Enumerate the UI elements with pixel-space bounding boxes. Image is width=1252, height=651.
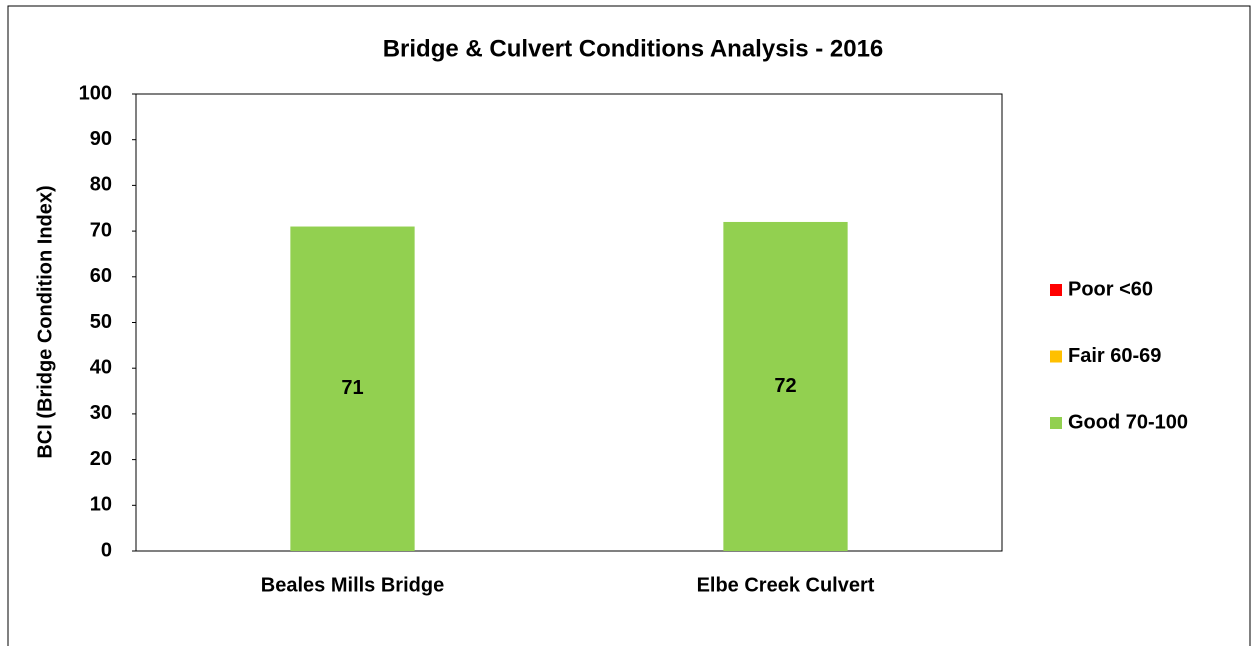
x-tick-label: Elbe Creek Culvert [697,574,875,596]
y-tick-label: 40 [90,356,112,378]
y-tick-label: 10 [90,494,112,516]
y-tick-label: 0 [101,539,112,561]
y-tick-label: 20 [90,448,112,470]
y-tick-label: 50 [90,311,112,333]
legend-swatch [1050,350,1062,363]
legend-label: Good 70-100 [1068,411,1188,433]
legend-swatch [1050,284,1062,296]
y-tick-label: 60 [90,265,112,287]
bar [290,226,415,551]
bar [723,221,848,551]
chart-title: Bridge & Culvert Conditions Analysis - 2… [383,35,884,62]
x-tick-label: Beales Mills Bridge [261,574,444,596]
legend-label: Fair 60-69 [1068,345,1161,367]
y-tick-label: 70 [90,219,112,241]
y-tick-label: 30 [90,402,112,424]
y-tick-label: 80 [90,174,112,196]
y-tick-label: 100 [79,82,112,104]
plot-area [135,93,1003,552]
y-tick-label: 90 [90,128,112,150]
legend-label: Poor <60 [1068,278,1153,300]
data-label: 72 [774,375,796,397]
y-axis-label: BCI (Bridge Condition Index) [34,185,56,458]
legend-swatch [1050,417,1062,429]
chart-frame [7,5,1251,651]
data-label: 71 [341,377,363,399]
